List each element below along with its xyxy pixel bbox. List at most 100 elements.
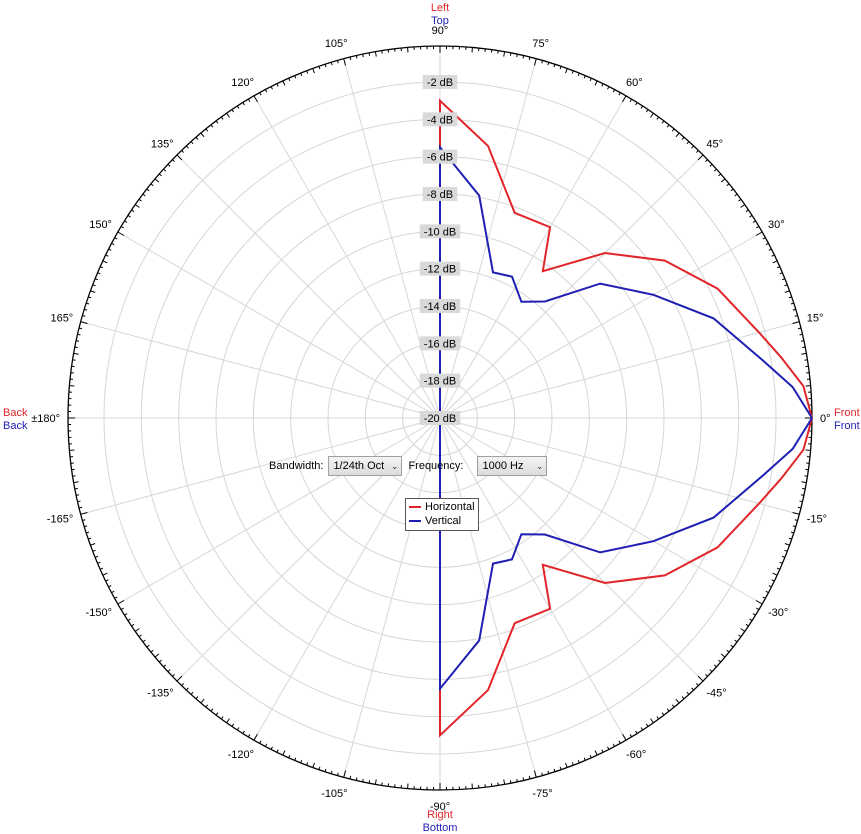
ring-tick — [231, 723, 235, 727]
ring-tick — [771, 579, 775, 582]
ring-tick — [755, 600, 763, 605]
ring-tick — [200, 698, 205, 704]
ring-tick — [142, 193, 146, 197]
ring-tick — [645, 109, 649, 113]
ring-tick — [77, 333, 81, 336]
grid-spoke — [439, 321, 800, 419]
ring-tick — [82, 314, 86, 317]
ring-tick — [522, 55, 525, 59]
ring-tick — [176, 675, 183, 682]
ring-tick — [124, 613, 128, 616]
svg-text:-12 dB: -12 dB — [424, 264, 456, 276]
ring-tick — [264, 743, 268, 747]
angle-tick-label: 0° — [820, 413, 831, 425]
ring-tick — [792, 511, 800, 515]
ring-tick — [583, 75, 586, 79]
ring-tick — [650, 112, 654, 118]
ring-tick — [601, 83, 604, 87]
angle-tick-label: -60° — [626, 749, 646, 761]
ring-tick — [553, 64, 556, 68]
angle-tick-label: -120° — [228, 749, 254, 761]
angle-tick-label: ±180° — [31, 413, 60, 425]
radial-tick-label: -18 dB — [419, 373, 461, 388]
ring-tick — [601, 749, 604, 753]
ring-tick — [318, 766, 321, 770]
ring-tick — [675, 698, 680, 704]
ring-tick — [150, 183, 154, 187]
ring-tick — [368, 52, 371, 56]
ring-tick — [97, 561, 101, 564]
angle-tick-label: 120° — [231, 77, 254, 89]
svg-text:-14 dB: -14 dB — [424, 301, 456, 313]
ring-tick — [762, 237, 766, 240]
ring-tick — [635, 730, 638, 734]
ring-tick — [705, 673, 708, 677]
direction-label-right: Front — [834, 420, 860, 432]
angle-tick-label: 15° — [807, 313, 824, 325]
radial-tick-label: -8 dB — [422, 187, 458, 201]
radial-tick-label: -20 dB — [419, 411, 461, 425]
frequency-label: Frequency: — [408, 460, 464, 472]
ring-tick — [594, 80, 598, 86]
direction-label-top: Top — [431, 15, 449, 27]
ring-tick — [629, 734, 633, 738]
ring-tick — [117, 231, 125, 236]
grid-spoke — [253, 417, 441, 741]
ring-tick — [163, 664, 167, 668]
ring-tick — [117, 600, 125, 605]
ring-tick — [547, 62, 550, 66]
ring-tick — [800, 340, 804, 342]
ring-tick — [105, 579, 109, 582]
ring-tick — [282, 750, 286, 756]
legend-swatch-horizontal — [409, 506, 421, 508]
ring-tick — [200, 132, 205, 138]
ring-tick — [607, 746, 610, 750]
radial-tick-labels: -2 dB -4 dB -6 dB -8 dB -10 dB -12 dB -14 dB -1… — [419, 75, 461, 425]
svg-text:-10 dB: -10 dB — [424, 226, 456, 238]
angle-tick-label: -75° — [532, 788, 552, 800]
ring-tick — [726, 649, 730, 653]
ring-tick — [76, 494, 80, 496]
ring-tick — [533, 770, 537, 778]
radial-tick-label: -2 dB — [422, 75, 458, 89]
ring-tick — [720, 653, 726, 658]
ring-tick — [114, 596, 118, 599]
ring-tick — [215, 120, 219, 124]
direction-label-top: Left — [431, 2, 449, 14]
ring-tick — [765, 242, 769, 246]
legend-label-vertical: Vertical — [425, 515, 462, 527]
ring-tick — [362, 54, 364, 58]
ring-tick — [288, 77, 291, 82]
ring-tick — [738, 198, 742, 202]
ring-tick — [190, 691, 194, 695]
ring-tick — [270, 746, 273, 750]
ring-tick — [86, 531, 90, 534]
ring-tick — [374, 779, 377, 785]
frequency-select[interactable]: 1000 Hz ⌄ — [477, 456, 548, 476]
ring-tick — [99, 567, 104, 570]
bandwidth-label: Bandwidth: — [269, 460, 324, 472]
legend-item-horizontal: Horizontal — [409, 500, 478, 514]
ring-tick — [131, 209, 135, 213]
bandwidth-select[interactable]: 1/24th Oct ⌄ — [328, 456, 403, 476]
ring-tick — [92, 284, 96, 287]
ring-tick — [713, 168, 717, 172]
ring-tick — [671, 704, 675, 708]
ring-tick — [618, 740, 621, 744]
ring-tick — [210, 124, 214, 128]
ring-tick — [102, 260, 108, 264]
ring-tick — [349, 56, 352, 61]
ring-tick — [695, 683, 699, 686]
ring-tick — [705, 159, 708, 163]
ring-tick — [709, 163, 713, 167]
ring-tick — [772, 260, 778, 264]
ring-tick — [686, 691, 690, 695]
ring-tick — [612, 743, 616, 747]
ring-tick — [752, 220, 756, 223]
direction-label-left: Back — [3, 420, 28, 432]
ring-tick — [671, 128, 675, 132]
ring-tick — [788, 537, 792, 540]
ring-tick — [294, 757, 297, 761]
ring-tick — [559, 66, 562, 70]
ring-tick — [120, 225, 124, 229]
